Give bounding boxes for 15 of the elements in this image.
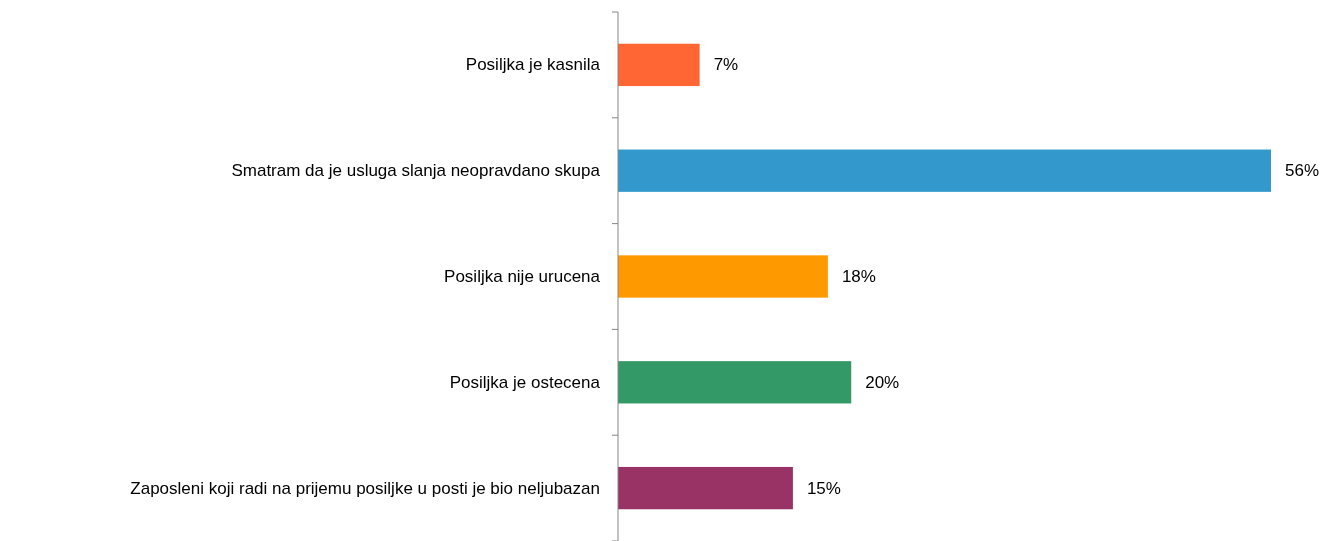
- y-tick-label: Smatram da je usluga slanja neopravdano skupa: [231, 161, 601, 181]
- y-tick-label: Posiljka nije urucena: [444, 267, 601, 286]
- bar: [618, 466, 793, 510]
- y-tick-label: Zaposleni koji radi na prijemu posiljke u posti je bio neljubazan: [130, 478, 600, 498]
- data-label: 20%: [865, 372, 900, 392]
- bar: [618, 361, 852, 404]
- y-tick-label: Posiljka je kasnila: [465, 55, 601, 75]
- bar: [618, 255, 828, 298]
- y-tick-label: Posiljka je ostecena: [449, 372, 601, 392]
- data-label: 15%: [806, 478, 841, 498]
- data-label: 56%: [1285, 161, 1320, 181]
- bar: [618, 43, 700, 87]
- bar: [618, 149, 1271, 192]
- data-label: 18%: [841, 267, 876, 286]
- data-label: 7%: [713, 55, 739, 75]
